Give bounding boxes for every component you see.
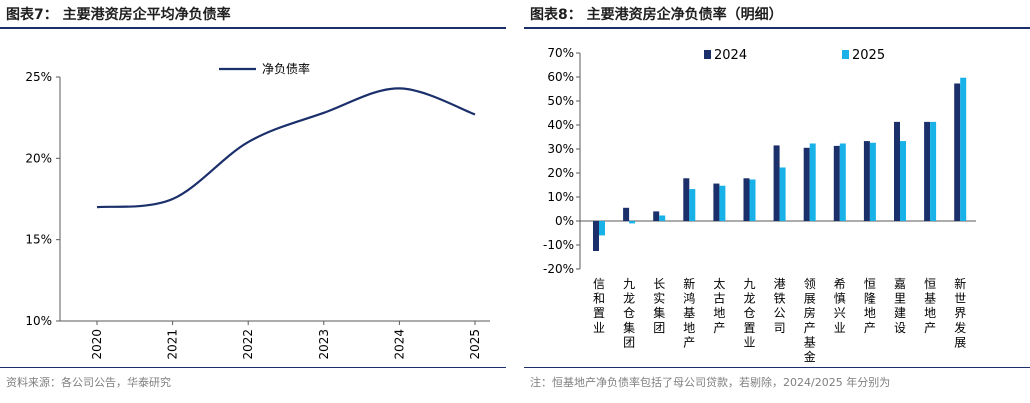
bar-2025-8 (839, 143, 846, 221)
right-title-rule (524, 27, 1030, 29)
x-category-label: 长实集团 (653, 277, 665, 335)
line-chart: 10% 15% 20% 25% 2020 2021 2022 2023 2024 2025 净负债率 (25, 61, 490, 360)
y-tick-label: 10% (547, 190, 574, 204)
right-chart-title: 图表8： 主要港资房企净负债率（明细） (530, 7, 783, 23)
bar-2024-3 (683, 178, 690, 221)
bar-2024-2 (653, 211, 660, 221)
bar-2025-11 (930, 121, 937, 221)
y-tick-label: 0% (555, 214, 574, 228)
y-tick-label: 20% (547, 166, 574, 180)
y-tick-label: 20% (25, 151, 52, 165)
x-category-label: 九龙仓置业 (743, 277, 755, 349)
legend-label-2025: 2025 (852, 48, 885, 63)
x-category-label: 希慎兴业 (834, 276, 846, 335)
bar-2025-0 (599, 221, 605, 236)
bar-2025-9 (869, 142, 876, 221)
y-tick-label: 30% (547, 142, 574, 156)
legend-label-2024: 2024 (714, 48, 747, 63)
series-line-净负债率 (96, 87, 476, 209)
bar-2024-12 (954, 83, 961, 221)
bar-2025-3 (689, 189, 696, 221)
x-category-label: 九龙仓集团 (623, 277, 635, 349)
bar-2024-6 (773, 145, 780, 221)
x-tick-label: 2022 (241, 329, 255, 360)
left-footnote: 资料来源：各公司公告，华泰研究 (6, 376, 171, 389)
x-tick-label: 2025 (468, 329, 482, 360)
bar-2024-0 (593, 221, 599, 251)
bar-2024-7 (803, 147, 810, 221)
y-tick-label: -20% (543, 262, 574, 276)
right-footnote-rule (524, 367, 1030, 368)
x-category-label: 新鸿基地产 (683, 276, 695, 349)
y-tick-label: 70% (547, 46, 574, 60)
x-category-label: 嘉里建设 (894, 277, 906, 335)
legend-swatch-2024 (704, 50, 711, 59)
y-tick-label: 60% (547, 70, 574, 84)
x-tick-label: 2023 (317, 329, 331, 360)
x-category-label: 港铁公司 (774, 277, 786, 335)
y-tick-label: -10% (543, 238, 574, 252)
left-title-rule (0, 27, 506, 29)
legend-label: 净负债率 (262, 61, 310, 76)
bar-2024-10 (894, 121, 900, 221)
y-tick-label: 25% (25, 70, 52, 84)
x-category-label: 恒隆地产 (864, 277, 876, 335)
bar-2025-10 (900, 141, 906, 221)
bar-2024-5 (743, 178, 750, 221)
bar-chart: -20% -10% 0% 10% 20% 30% 40% 50% 60% 70% 信和置业 九龙仓集团… (543, 46, 976, 364)
x-category-label: 太古地产 (713, 276, 725, 335)
y-tick-label: 10% (25, 314, 52, 328)
x-category-label: 领展房产基金 (804, 277, 816, 364)
x-category-label: 信和置业 (593, 277, 605, 335)
legend-swatch-2025 (842, 50, 849, 59)
bar-2025-12 (960, 77, 967, 221)
left-footnote-rule (0, 367, 506, 368)
x-tick-label: 2021 (166, 329, 180, 360)
bar-2024-9 (863, 141, 870, 221)
bar-2024-4 (713, 183, 720, 221)
bar-2025-6 (779, 167, 786, 221)
bar-2025-7 (809, 143, 816, 221)
bar-2024-11 (924, 121, 931, 221)
x-tick-label: 2024 (392, 329, 406, 360)
left-chart-title: 图表7： 主要港资房企平均净负债率 (6, 7, 231, 23)
y-tick-label: 50% (547, 94, 574, 108)
bar-2024-8 (833, 145, 840, 221)
x-tick-label: 2020 (90, 329, 104, 360)
bar-2024-1 (623, 207, 630, 221)
left-chart-panel: 图表7： 主要港资房企平均净负债率 10% 15% 20% 25% 2020 2021 20… (0, 0, 506, 403)
bar-2025-4 (719, 185, 726, 221)
x-category-label: 新世界发展 (954, 276, 966, 349)
right-footnote: 注：恒基地产净负债率包括了母公司贷款，若剔除，2024/2025 年分别为 (530, 376, 891, 389)
bar-2025-1 (629, 221, 636, 224)
y-tick-label: 40% (547, 118, 574, 132)
bar-2025-5 (749, 179, 756, 221)
right-chart-panel: 图表8： 主要港资房企净负债率（明细） -20% -10% 0% 10% 20% 30% 4… (524, 0, 1030, 403)
y-tick-label: 15% (25, 233, 52, 247)
bar-2025-2 (659, 215, 666, 221)
x-category-label: 恒基地产 (924, 277, 936, 335)
